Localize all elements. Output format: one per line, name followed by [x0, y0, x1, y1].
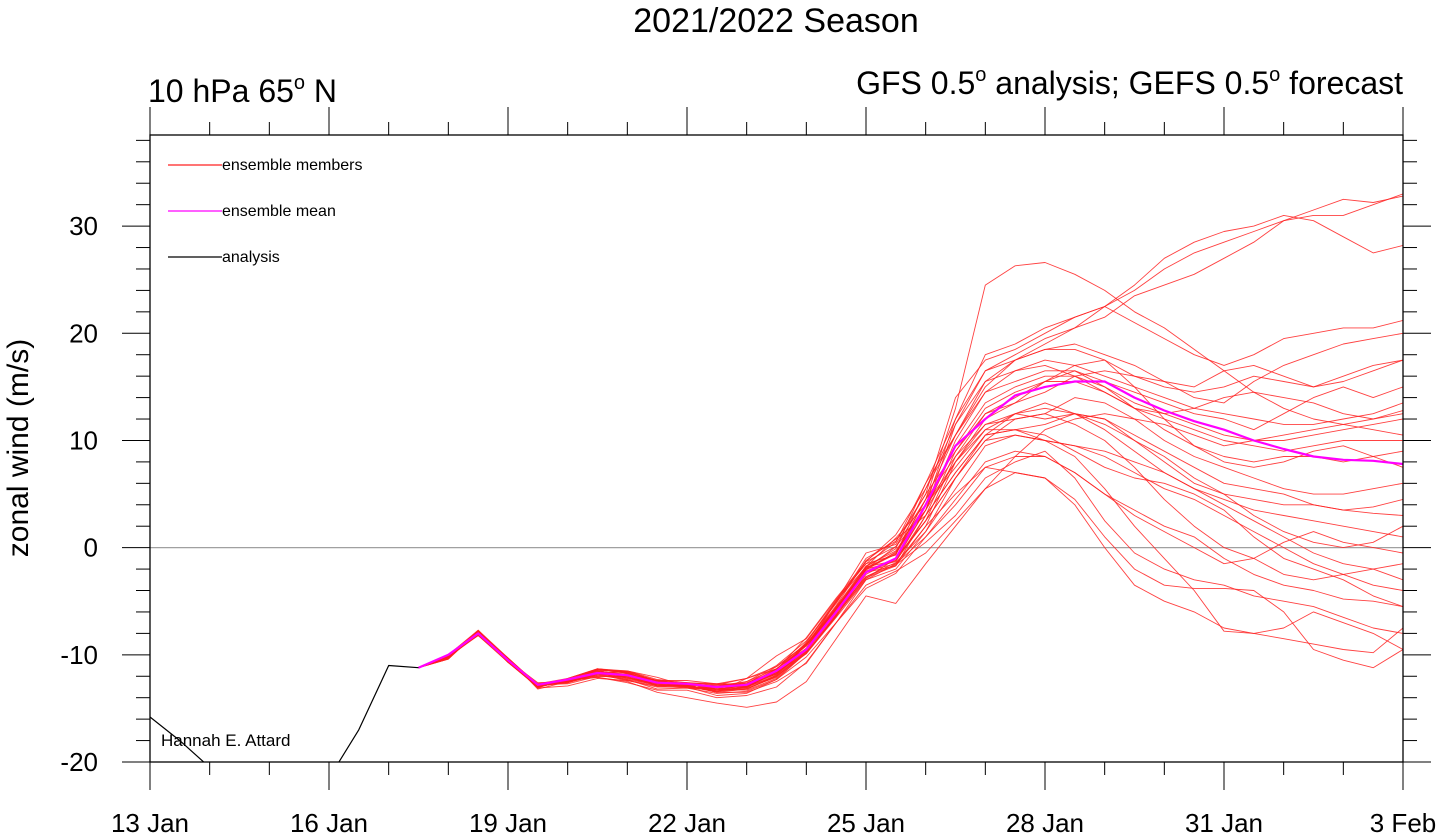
ensemble-member-line-2 — [418, 195, 1403, 693]
ensemble-member-line-16 — [418, 413, 1403, 690]
x-tick-labels: 13 Jan 16 Jan 19 Jan 22 Jan 25 Jan 28 Jan 31 J… — [111, 808, 1436, 838]
ensemble-member-line-3 — [418, 214, 1403, 687]
ensemble-member-line-8 — [418, 364, 1403, 686]
y-tick-label: 10 — [69, 425, 98, 455]
subtitle-left-suffix: N — [305, 73, 337, 109]
x-tick-label: 28 Jan — [1006, 808, 1084, 838]
x-tick-label: 3 Feb — [1370, 808, 1437, 838]
ensemble-member-line-24 — [418, 450, 1403, 692]
ensemble-member-line-17 — [418, 413, 1403, 691]
legend: ensemble members ensemble mean analysis — [168, 157, 363, 266]
ensemble-member-line-31 — [418, 359, 1403, 687]
ensemble-member-line-30 — [418, 413, 1403, 708]
ensemble-member-line-4 — [418, 262, 1403, 688]
ensemble-members-group — [418, 193, 1403, 708]
ensemble-member-line-21 — [418, 434, 1403, 688]
author-annotation: Hannah E. Attard — [161, 731, 290, 750]
y-axis-label: zonal wind (m/s) — [2, 339, 35, 557]
subtitle-right-part-3: forecast — [1280, 65, 1403, 101]
ensemble-mean-line — [418, 380, 1403, 689]
ensemble-member-line-19 — [418, 407, 1403, 687]
chart-subtitle-left: 10 hPa 65o N — [148, 72, 337, 109]
x-tick-label: 16 Jan — [290, 808, 368, 838]
ensemble-mean-group — [418, 380, 1403, 689]
subtitle-right-sup-2: o — [1269, 64, 1280, 86]
plot-frame — [149, 134, 1404, 763]
ensemble-member-line-25 — [418, 466, 1403, 693]
x-tick-label: 22 Jan — [648, 808, 726, 838]
analysis-group — [150, 664, 419, 762]
ensemble-member-line-23 — [418, 456, 1403, 693]
subtitle-right-part-2: analysis; GEFS 0.5 — [986, 65, 1269, 101]
subtitle-right-part-1: GFS 0.5 — [856, 65, 975, 101]
ensemble-member-line-20 — [418, 429, 1403, 688]
legend-label-analysis: analysis — [222, 249, 280, 266]
axis-ticks — [122, 107, 1431, 790]
subtitle-right-sup-1: o — [975, 64, 986, 86]
y-tick-label: 20 — [69, 318, 98, 348]
x-tick-label: 31 Jan — [1185, 808, 1263, 838]
analysis-line — [150, 664, 419, 762]
y-tick-label: 30 — [69, 211, 98, 241]
y-tick-labels: -20 -10 0 10 20 30 — [60, 211, 98, 777]
subtitle-left-text: 10 hPa 65 — [148, 73, 294, 109]
x-tick-label: 25 Jan — [827, 808, 905, 838]
chart-subtitle-right: GFS 0.5o analysis; GEFS 0.5o forecast — [856, 64, 1403, 101]
ensemble-member-line-5 — [418, 306, 1403, 691]
ensemble-member-line-27 — [418, 434, 1403, 691]
y-tick-label: 0 — [84, 533, 98, 563]
legend-label-members: ensemble members — [222, 157, 363, 174]
ensemble-member-line-28 — [418, 450, 1403, 699]
chart-title: 2021/2022 Season — [633, 2, 918, 40]
subtitle-left-sup: o — [294, 72, 305, 94]
y-tick-label: -10 — [60, 640, 98, 670]
legend-label-mean: ensemble mean — [222, 203, 336, 220]
x-tick-label: 13 Jan — [111, 808, 189, 838]
y-tick-label: -20 — [60, 747, 98, 777]
x-tick-label: 19 Jan — [469, 808, 547, 838]
